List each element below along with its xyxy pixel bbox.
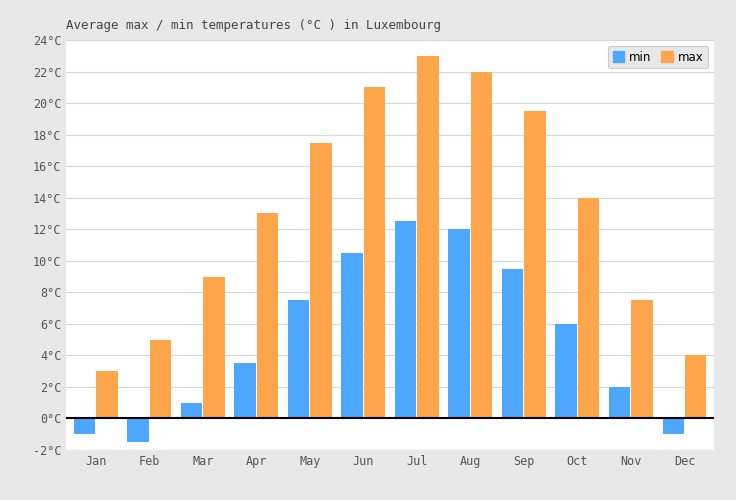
Text: Average max / min temperatures (°C ) in Luxembourg: Average max / min temperatures (°C ) in … <box>66 19 442 32</box>
Bar <box>556 324 577 418</box>
Bar <box>685 356 707 418</box>
Bar <box>471 72 492 418</box>
Bar <box>257 214 278 418</box>
Bar <box>342 253 363 418</box>
Bar <box>662 418 684 434</box>
Bar <box>234 364 255 418</box>
Bar <box>181 402 202 418</box>
Bar <box>417 56 439 418</box>
Bar <box>448 229 470 418</box>
Bar <box>631 300 653 418</box>
Legend: min, max: min, max <box>608 46 708 68</box>
Bar <box>525 111 546 418</box>
Bar <box>127 418 149 442</box>
Bar <box>395 222 417 418</box>
Bar <box>578 198 599 418</box>
Bar <box>96 371 118 418</box>
Bar <box>149 340 171 418</box>
Bar <box>311 142 332 418</box>
Bar <box>502 268 523 418</box>
Bar <box>288 300 309 418</box>
Bar <box>74 418 95 434</box>
Bar <box>364 88 385 418</box>
Bar <box>609 387 631 418</box>
Bar <box>203 276 224 418</box>
